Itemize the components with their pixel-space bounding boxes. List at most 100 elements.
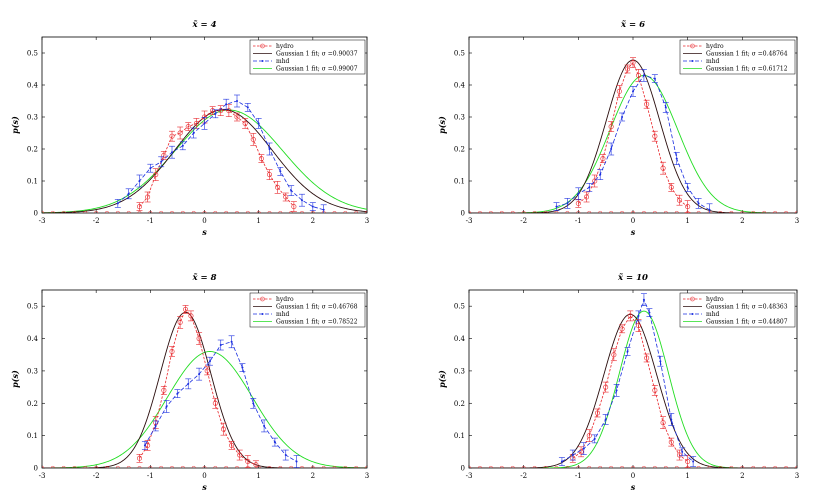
hydro-point — [177, 130, 183, 136]
mhd-point — [116, 202, 119, 205]
mhd-point — [273, 441, 276, 444]
y-axis-label: p(s) — [10, 116, 20, 134]
baseline-point — [718, 210, 723, 213]
baseline-point — [499, 210, 504, 213]
baseline-point — [762, 465, 767, 468]
x-tick-label: 0 — [631, 472, 635, 480]
baseline-point — [598, 210, 603, 213]
baseline-point — [729, 465, 734, 468]
chart-panel-2: -3 -2 -1 0 1 2 3 0 0.1 0.2 0.3 0.4 0.5 x̃ = 6 s p(s) hyd… — [437, 19, 799, 237]
legend-entry: hydro — [706, 43, 724, 50]
baseline-point — [609, 465, 614, 468]
legend-entry: hydro — [276, 43, 294, 50]
legend-marker — [260, 43, 265, 49]
y-tick-label: 0.5 — [27, 303, 38, 311]
hydro-point — [291, 204, 297, 210]
y-tick-label: 0.1 — [454, 432, 465, 440]
mhd-point — [208, 360, 211, 363]
baseline-point — [630, 210, 636, 213]
baseline-point — [554, 210, 559, 213]
legend-entry: Gaussian 1 fit; σ =0.48363 — [706, 304, 788, 311]
y-axis-label: p(s) — [437, 370, 447, 388]
legend-entry: Gaussian 1 fit; σ =0.78522 — [276, 319, 358, 326]
baseline-point — [159, 465, 164, 468]
y-tick-label: 0.1 — [27, 432, 38, 440]
x-axis-label: s — [631, 227, 636, 237]
baseline-point — [598, 465, 603, 468]
x-tick-label: -3 — [466, 472, 473, 480]
hydro-point — [635, 323, 641, 329]
baseline-point — [641, 210, 646, 213]
hydro-point — [161, 152, 167, 158]
baseline-point — [126, 210, 131, 213]
hydro-point — [177, 319, 183, 325]
mhd-point — [648, 311, 651, 314]
baseline-point — [674, 210, 679, 213]
hydro-point — [616, 88, 622, 94]
baseline-point — [343, 210, 348, 213]
mhd-point — [301, 199, 303, 202]
baseline-point — [104, 210, 110, 213]
hydro-point — [242, 120, 248, 126]
mhd-point — [604, 418, 607, 421]
baseline-point — [42, 210, 45, 213]
hydro-point — [234, 114, 240, 120]
hydro-point — [253, 462, 259, 468]
baseline-point — [488, 465, 493, 468]
baseline-point — [488, 210, 493, 213]
baseline-point — [299, 465, 305, 468]
y-tick-label: 0 — [34, 465, 38, 473]
baseline-point — [718, 465, 723, 468]
hydro-point — [220, 426, 226, 432]
hydro-point — [592, 178, 598, 184]
baseline-point — [364, 210, 367, 213]
mhd-point — [290, 189, 293, 192]
chart-panel-1: -3 -2 -1 0 1 2 3 0 0.1 0.2 0.3 0.4 0.5 x̃ = 4 s p(s) hyd… — [10, 19, 369, 237]
baseline-point — [180, 465, 185, 468]
hydro-point — [258, 156, 264, 162]
baseline-point — [652, 465, 657, 468]
baseline-point — [729, 210, 734, 213]
baseline-point — [587, 465, 592, 468]
baseline-point — [148, 465, 153, 468]
hydro-point — [611, 352, 617, 358]
hydro-point — [603, 384, 609, 390]
baseline-point — [740, 210, 745, 213]
baseline-point — [50, 465, 55, 468]
mhd-series-line — [561, 298, 694, 462]
hydro-point — [212, 400, 218, 406]
baseline-point — [83, 465, 88, 468]
hydro-point — [676, 452, 682, 458]
baseline-point — [565, 465, 570, 468]
mhd-point — [279, 170, 282, 173]
baseline-point — [499, 465, 504, 468]
mhd-point — [263, 424, 266, 427]
baseline-point — [543, 210, 548, 213]
baseline-point — [696, 465, 701, 468]
baseline-point — [267, 465, 272, 468]
baseline-point — [321, 465, 326, 468]
mhd-point — [555, 205, 558, 208]
legend-entry: mhd — [706, 58, 720, 65]
hydro-point — [619, 326, 625, 332]
hydro-point — [137, 204, 143, 210]
mhd-point — [692, 460, 695, 463]
chart-panel-3: -3 -2 -1 0 1 2 3 0 0.1 0.2 0.3 0.4 0.5 x̃ = 8 s p(s) hyd… — [10, 272, 369, 492]
hydro-point — [226, 108, 232, 114]
mhd-point — [599, 173, 602, 176]
baseline-point — [224, 210, 229, 213]
mhd-point — [246, 106, 249, 109]
mhd-point — [176, 392, 179, 395]
hydro-point — [685, 204, 691, 210]
x-tick-label: 1 — [685, 472, 689, 480]
mhd-point — [138, 180, 141, 182]
baseline-point — [751, 465, 756, 468]
mhd-point — [252, 402, 255, 405]
hydro-point — [283, 194, 289, 200]
mhd-point — [192, 132, 195, 134]
hydro-gaussian-fit-line — [42, 311, 367, 468]
baseline-point — [773, 465, 778, 468]
x-tick-label: 1 — [256, 217, 260, 225]
y-tick-label: 0.4 — [27, 335, 39, 343]
mhd-series-line — [144, 341, 297, 462]
